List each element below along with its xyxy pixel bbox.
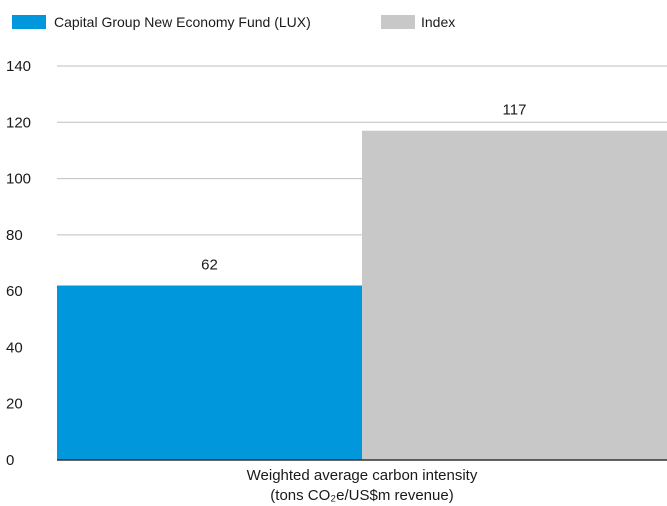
y-tick-label-80: 80 <box>6 227 23 244</box>
y-tick-label-0: 0 <box>6 452 14 469</box>
y-tick-label-20: 20 <box>6 396 23 413</box>
bars <box>57 130 667 460</box>
y-tick-label-60: 60 <box>6 283 23 300</box>
bar-fund <box>57 285 362 460</box>
y-tick-label-100: 100 <box>6 171 31 188</box>
legend-label-fund: Capital Group New Economy Fund (LUX) <box>54 14 311 30</box>
data-label-index: 117 <box>503 102 527 119</box>
legend-swatch-fund <box>12 15 46 29</box>
legend: Capital Group New Economy Fund (LUX) Ind… <box>12 14 455 30</box>
x-units-label: (tons CO₂e/US$m revenue) <box>270 487 453 504</box>
y-tick-label-120: 120 <box>6 114 31 131</box>
bar-index <box>362 130 667 460</box>
data-label-fund: 62 <box>201 257 218 274</box>
data-labels: 62 117 <box>201 102 526 274</box>
y-tick-label-140: 140 <box>6 58 31 75</box>
legend-swatch-index <box>381 15 415 29</box>
x-category-label: Weighted average carbon intensity <box>247 467 478 484</box>
y-axis-ticks: 0 20 40 60 80 100 120 140 <box>6 58 31 469</box>
legend-label-index: Index <box>421 14 455 30</box>
y-tick-label-40: 40 <box>6 339 23 356</box>
x-axis-label: Weighted average carbon intensity (tons C… <box>247 467 478 504</box>
